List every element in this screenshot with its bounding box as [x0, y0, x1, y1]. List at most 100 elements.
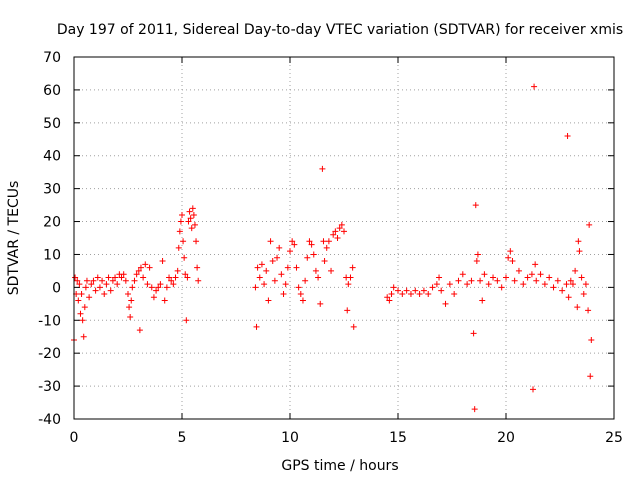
x-tick-label: 20	[497, 430, 515, 446]
data-point	[163, 284, 170, 291]
data-point	[312, 267, 319, 274]
data-point	[191, 221, 198, 228]
data-point	[125, 290, 131, 297]
data-point	[511, 277, 518, 284]
data-point	[127, 313, 134, 320]
data-point	[253, 323, 260, 330]
data-point	[565, 294, 572, 301]
data-point	[315, 274, 322, 281]
data-point	[503, 274, 509, 281]
axes-layer: 0 5 10 15 20 25 -40 -30 -20 -10 0 10 20 30 40 50 60 70	[38, 50, 623, 446]
data-point	[284, 264, 291, 271]
data-point	[580, 290, 587, 297]
data-point	[297, 290, 304, 297]
data-point	[194, 264, 201, 271]
grid-layer	[74, 57, 614, 419]
data-point	[75, 297, 82, 304]
data-point	[82, 284, 89, 291]
data-point	[78, 290, 85, 297]
data-point	[541, 281, 548, 288]
y-tick-label: 20	[43, 215, 61, 231]
data-point	[446, 281, 453, 288]
y-tick-label: 10	[43, 247, 61, 263]
data-point	[498, 284, 505, 291]
data-point	[474, 251, 481, 258]
data-point	[175, 244, 182, 251]
data-point	[586, 221, 593, 228]
data-point	[470, 330, 477, 337]
data-point	[258, 261, 265, 268]
data-point	[188, 225, 195, 232]
data-point	[319, 165, 326, 172]
data-point	[105, 274, 112, 281]
data-point	[438, 287, 445, 294]
data-point	[472, 202, 479, 209]
data-point	[336, 225, 343, 232]
data-point	[137, 264, 144, 271]
data-point	[179, 211, 185, 218]
data-point	[99, 277, 106, 284]
data-point	[578, 274, 585, 281]
data-point	[287, 248, 293, 255]
data-point	[588, 337, 595, 344]
data-point	[546, 274, 553, 281]
data-point	[195, 277, 202, 284]
data-point	[524, 274, 531, 281]
data-point	[189, 205, 196, 212]
data-point	[107, 287, 114, 294]
data-point	[505, 254, 512, 261]
data-point	[308, 241, 315, 248]
data-point	[96, 284, 103, 291]
data-point	[150, 294, 157, 301]
data-point	[174, 267, 181, 274]
y-axis-label: SDTVAR / TECUs	[6, 181, 22, 296]
data-point	[473, 258, 480, 265]
data-point	[399, 290, 406, 297]
data-point	[347, 274, 354, 281]
data-point	[338, 221, 345, 228]
data-point	[564, 132, 571, 139]
data-point	[451, 290, 458, 297]
data-point	[554, 277, 561, 284]
data-point	[425, 290, 432, 297]
data-point	[507, 248, 514, 255]
data-point	[118, 274, 125, 281]
data-point	[341, 228, 347, 235]
data-point	[576, 248, 583, 255]
data-point	[388, 290, 395, 297]
y-tick-label: -40	[38, 412, 61, 428]
y-tick-label: 60	[43, 83, 61, 99]
data-point	[265, 297, 272, 304]
data-point	[170, 281, 177, 288]
data-point	[256, 274, 263, 281]
data-point	[184, 274, 191, 281]
data-point	[481, 271, 488, 278]
data-point	[332, 228, 339, 235]
data-point	[187, 215, 194, 222]
data-point	[76, 281, 83, 288]
data-point	[131, 277, 138, 284]
data-point	[269, 258, 276, 265]
data-point	[587, 373, 594, 380]
data-point	[574, 304, 581, 311]
data-point	[278, 271, 285, 278]
data-point	[274, 254, 281, 261]
data-point	[81, 304, 88, 311]
data-point	[86, 294, 93, 301]
data-point	[321, 258, 328, 265]
data-point	[572, 267, 579, 274]
data-point	[436, 274, 443, 281]
data-point	[186, 208, 193, 215]
data-point	[468, 277, 475, 284]
data-point	[532, 261, 539, 268]
y-tick-label: 40	[43, 149, 61, 165]
data-point	[254, 264, 261, 271]
plot-frame	[73, 56, 615, 420]
data-point	[159, 258, 166, 265]
data-point	[479, 297, 486, 304]
data-point	[161, 297, 168, 304]
data-point	[559, 287, 566, 294]
data-point	[293, 264, 300, 271]
data-point	[83, 277, 90, 284]
